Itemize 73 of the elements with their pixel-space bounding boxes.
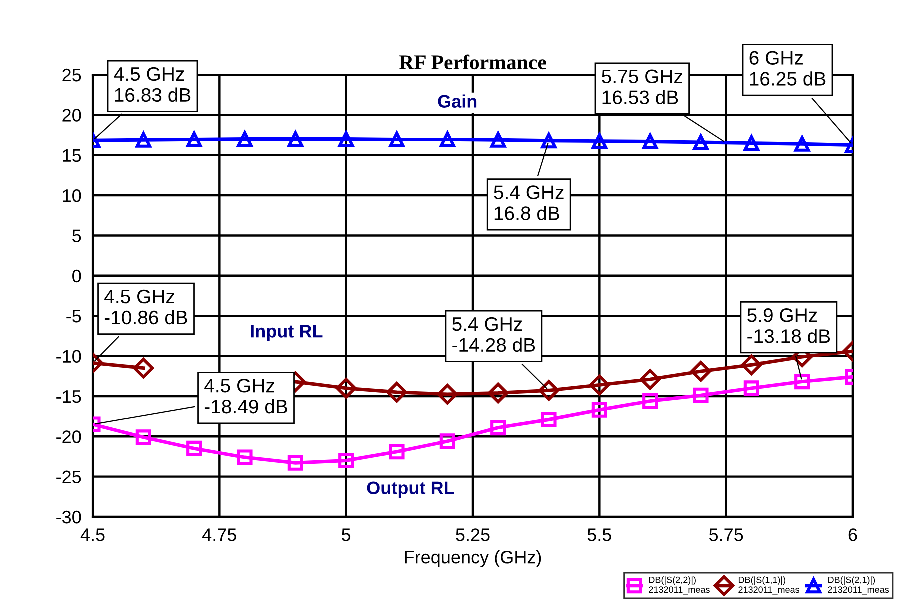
y-tick-label: -5 — [66, 310, 82, 323]
point — [389, 132, 405, 148]
point — [186, 132, 202, 148]
y-tick-label: 20 — [62, 109, 82, 122]
x-tick-label: 4.75 — [202, 528, 236, 542]
point — [490, 132, 506, 148]
x-tick-label: 4.5 — [80, 528, 105, 542]
point — [437, 384, 458, 405]
y-tick-label: 5 — [72, 230, 82, 242]
point — [794, 136, 810, 152]
y-tick-label: 15 — [63, 149, 82, 162]
point — [133, 358, 154, 379]
annotation: Gain — [438, 94, 477, 108]
legend-label: DB(|S(2,2)|) 2132011_meas — [649, 576, 710, 595]
chart-title: RF Performance — [399, 54, 546, 70]
point — [386, 382, 408, 403]
point — [541, 412, 557, 428]
annotation: 4.5 GHz -18.49 dB — [204, 379, 288, 414]
point — [237, 132, 253, 148]
y-tick-label: 10 — [63, 189, 82, 202]
point — [592, 134, 608, 150]
point — [440, 434, 456, 450]
point — [640, 369, 661, 390]
point — [744, 136, 760, 152]
point — [538, 380, 560, 402]
annotation: 5.4 GHz 16.8 dB — [494, 186, 564, 220]
y-tick-label: 0 — [72, 270, 82, 283]
annotation: 5.9 GHz -13.18 dB — [748, 308, 830, 344]
point — [389, 444, 405, 460]
annotation: 6 GHz 16.25 dB — [750, 51, 826, 86]
annotation: 4.5 GHz -10.86 dB — [104, 290, 188, 325]
annotation: Input RL — [251, 325, 323, 342]
point — [541, 133, 557, 149]
x-tick-label: 5.75 — [709, 528, 744, 542]
point — [794, 374, 810, 390]
annotation: Output RL — [367, 482, 454, 498]
point — [690, 361, 712, 382]
y-tick-label: -15 — [56, 390, 82, 404]
annotation: 4.5 GHz 16.83 dB — [114, 67, 191, 102]
point — [136, 430, 152, 446]
point — [693, 388, 709, 404]
point — [440, 132, 456, 148]
legend-label: DB(|S(1,1)|) 2132011_meas — [738, 576, 800, 595]
point — [642, 134, 658, 150]
point — [642, 393, 658, 410]
y-tick-label: -10 — [56, 350, 82, 363]
point — [490, 420, 506, 436]
point — [592, 402, 608, 418]
y-tick-label: -25 — [56, 470, 82, 484]
point — [741, 354, 762, 376]
annotation: 5.4 GHz -14.28 dB — [452, 317, 536, 352]
x-tick-label: 5.25 — [456, 528, 490, 542]
y-tick-label: -30 — [56, 510, 82, 524]
y-tick-label: -20 — [56, 430, 82, 444]
point — [589, 374, 610, 396]
point — [336, 378, 357, 399]
point — [338, 452, 354, 469]
point — [186, 440, 202, 456]
x-axis-title: Frequency (GHz) — [405, 550, 542, 568]
x-tick-label: 5.5 — [588, 528, 612, 542]
point — [488, 382, 509, 404]
y-tick-label: 25 — [62, 68, 82, 82]
point — [338, 132, 354, 148]
legend-label: DB(|S(2,1)|) 2132011_meas — [828, 576, 890, 595]
x-tick-label: 6 — [848, 528, 858, 542]
point — [288, 455, 304, 471]
point — [288, 132, 304, 148]
point — [744, 380, 760, 396]
x-tick-label: 5 — [342, 528, 351, 542]
point — [693, 134, 709, 150]
point — [136, 132, 152, 148]
annotation: 5.75 GHz 16.53 dB — [602, 70, 682, 104]
point — [237, 450, 253, 466]
